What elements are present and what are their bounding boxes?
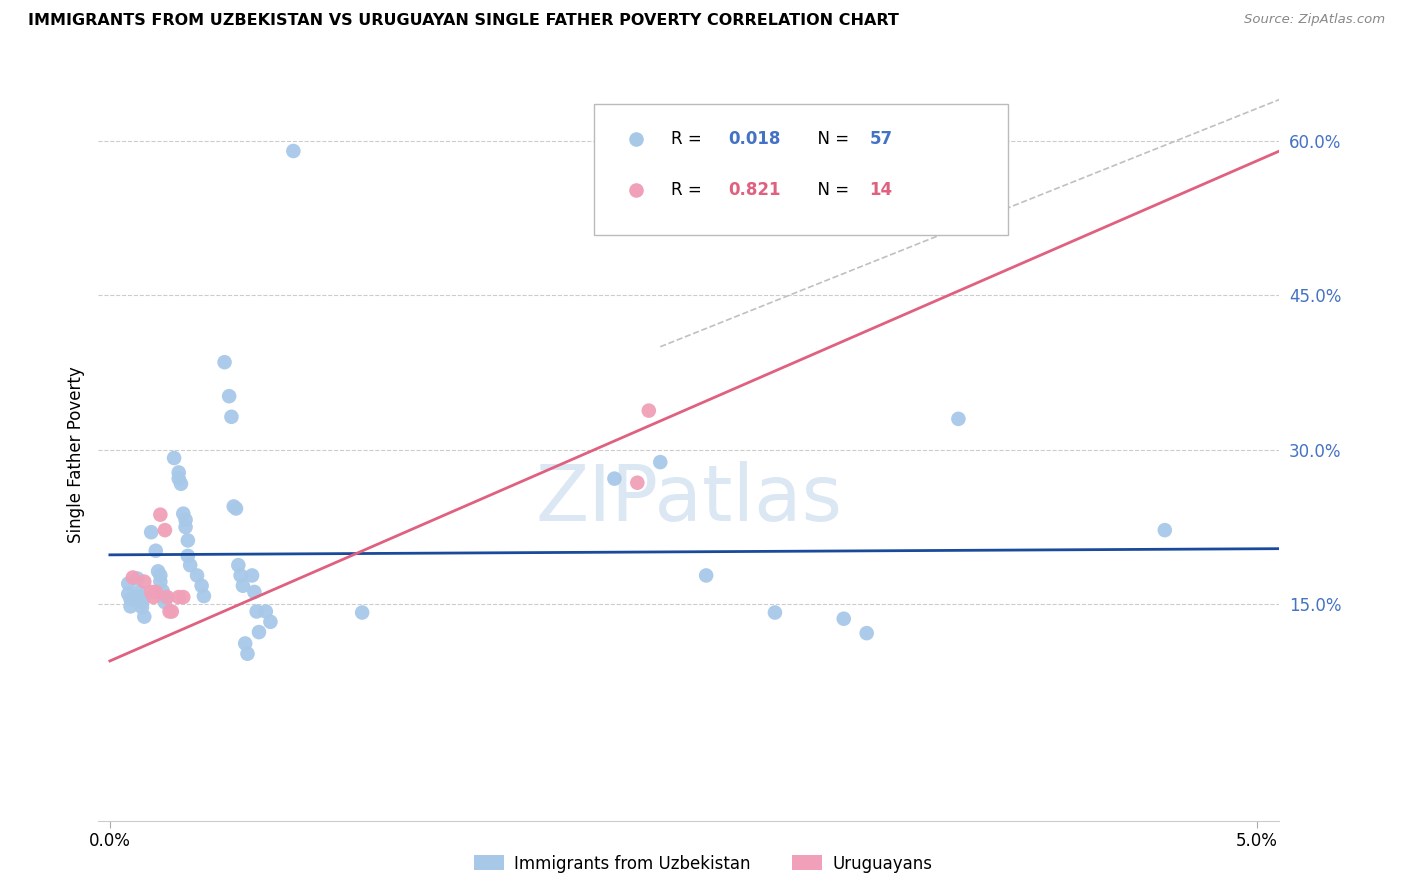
Text: ZIPatlas: ZIPatlas	[536, 461, 842, 537]
Text: 14: 14	[870, 181, 893, 199]
Point	[153, 595, 176, 609]
Point	[153, 590, 176, 604]
Point	[160, 605, 183, 619]
Point	[832, 612, 855, 626]
Point	[149, 574, 172, 589]
Point	[159, 605, 181, 619]
Y-axis label: Single Father Poverty: Single Father Poverty	[66, 367, 84, 543]
Point	[134, 574, 156, 589]
Point	[221, 409, 243, 424]
Text: N =: N =	[807, 130, 855, 148]
Point	[695, 568, 717, 582]
Point	[259, 615, 281, 629]
Point	[240, 568, 263, 582]
Point	[637, 403, 659, 417]
Point	[229, 568, 252, 582]
Text: IMMIGRANTS FROM UZBEKISTAN VS URUGUAYAN SINGLE FATHER POVERTY CORRELATION CHART: IMMIGRANTS FROM UZBEKISTAN VS URUGUAYAN …	[28, 13, 898, 29]
Point	[247, 625, 270, 640]
Point	[141, 585, 163, 599]
Point	[170, 476, 193, 491]
Point	[626, 475, 648, 490]
Point	[218, 389, 240, 403]
Point	[352, 606, 374, 620]
Point	[855, 626, 877, 640]
Point	[145, 543, 167, 558]
Point	[232, 579, 254, 593]
Point	[254, 605, 277, 619]
Point	[149, 568, 172, 582]
Point	[763, 606, 786, 620]
Point	[243, 585, 266, 599]
Point	[117, 587, 139, 601]
Point	[650, 455, 672, 469]
Point	[174, 513, 197, 527]
Point	[246, 605, 269, 619]
Point	[177, 533, 200, 548]
Point	[683, 194, 706, 208]
Point	[236, 647, 259, 661]
Text: N =: N =	[807, 181, 855, 199]
Point	[222, 500, 245, 514]
Point	[179, 558, 201, 573]
Legend: Immigrants from Uzbekistan, Uruguayans: Immigrants from Uzbekistan, Uruguayans	[467, 848, 939, 880]
Text: Source: ZipAtlas.com: Source: ZipAtlas.com	[1244, 13, 1385, 27]
Point	[153, 523, 176, 537]
Point	[214, 355, 236, 369]
Point	[120, 599, 142, 614]
Point	[225, 501, 247, 516]
Point	[142, 590, 165, 604]
Point	[167, 466, 190, 480]
FancyBboxPatch shape	[595, 103, 1008, 235]
Text: 0.821: 0.821	[728, 181, 780, 199]
Point	[226, 558, 249, 573]
Point	[145, 585, 167, 599]
Point	[172, 590, 194, 604]
Point	[174, 520, 197, 534]
Point	[134, 609, 156, 624]
Point	[603, 472, 626, 486]
Point	[141, 525, 163, 540]
Point	[177, 549, 200, 563]
Point	[128, 590, 150, 604]
Point	[149, 508, 172, 522]
Point	[283, 144, 305, 158]
Point	[117, 576, 139, 591]
Point	[128, 585, 150, 599]
Point	[120, 592, 142, 607]
Point	[152, 583, 174, 598]
Point	[1153, 523, 1175, 537]
Point	[163, 450, 186, 465]
Point	[190, 579, 212, 593]
Point	[167, 472, 190, 486]
Point	[167, 590, 190, 604]
Point	[948, 412, 970, 426]
Point	[156, 590, 179, 604]
Text: R =: R =	[671, 181, 707, 199]
Point	[131, 600, 153, 615]
Text: 57: 57	[870, 130, 893, 148]
Point	[233, 636, 256, 650]
Point	[131, 595, 153, 609]
Point	[121, 570, 143, 584]
Text: R =: R =	[671, 130, 707, 148]
Text: 0.018: 0.018	[728, 130, 780, 148]
Point	[172, 507, 194, 521]
Point	[186, 568, 208, 582]
Point	[193, 589, 215, 603]
Point	[127, 572, 149, 586]
Point	[146, 565, 169, 579]
